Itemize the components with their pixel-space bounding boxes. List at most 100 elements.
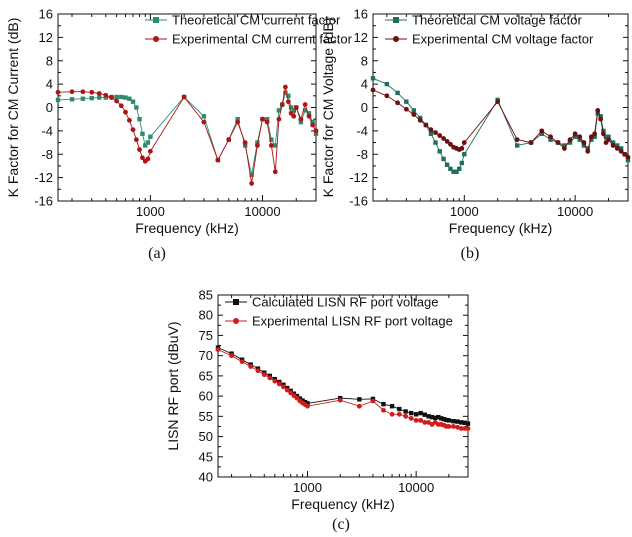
data-point-square (291, 108, 296, 113)
legend-label: Calculated LISN RF port voltage (252, 295, 438, 310)
data-point-square (395, 90, 400, 96)
y-tick-label: 85 (199, 288, 213, 303)
x-tick-label: 1000 (136, 204, 165, 219)
data-point-square (601, 128, 606, 134)
data-point-square (302, 108, 308, 113)
data-point-square (514, 143, 520, 148)
y-tick-label: 4 (361, 77, 368, 92)
y-tick-label: 75 (199, 328, 213, 343)
data-point-square (288, 105, 294, 110)
data-point-circle (285, 99, 291, 105)
data-point-circle (249, 181, 255, 186)
y-tick-label: 80 (199, 308, 213, 323)
data-point-square (264, 116, 270, 122)
data-point-square (618, 146, 624, 151)
data-point-circle (293, 105, 299, 110)
data-point-circle (548, 134, 553, 140)
data-point-square (444, 162, 450, 167)
data-point-circle (89, 89, 95, 95)
data-point-circle (370, 87, 376, 93)
y-tick-label: 12 (354, 30, 368, 45)
data-point-circle (577, 134, 583, 140)
data-point-circle (137, 147, 142, 152)
y-tick-label: 8 (46, 53, 53, 68)
data-point-circle (127, 117, 132, 123)
data-point-circle (433, 130, 438, 136)
data-point-square (433, 140, 438, 145)
data-point-square (462, 152, 467, 157)
data-point-circle (356, 403, 362, 409)
data-point-circle (254, 143, 260, 148)
data-point-circle (625, 154, 631, 160)
data-point-circle (118, 103, 124, 109)
data-point-square (433, 415, 438, 421)
data-point-circle (441, 136, 446, 141)
data-point-square (451, 169, 456, 174)
x-tick-label: 10000 (398, 480, 434, 495)
data-point-circle (80, 89, 86, 95)
y-tick-label: 70 (199, 348, 213, 363)
data-point-circle (109, 95, 114, 100)
data-point-square (441, 416, 447, 422)
data-point-square (408, 410, 414, 416)
x-tick-label: 10000 (244, 204, 280, 219)
data-point-circle (581, 140, 587, 145)
data-point-circle (514, 137, 520, 143)
figure-caption: (c) (332, 516, 350, 533)
y-tick-label: 8 (361, 53, 368, 68)
data-point-circle (426, 420, 431, 425)
data-point-circle (260, 116, 265, 122)
data-point-circle (140, 155, 145, 161)
data-point-square (606, 134, 611, 139)
data-point-square (384, 81, 390, 87)
data-point-circle (567, 137, 573, 143)
data-point-circle (592, 131, 598, 137)
data-point-circle (408, 415, 414, 421)
data-point-circle (395, 100, 400, 106)
data-point-circle (276, 381, 282, 387)
data-point-square (451, 418, 456, 424)
data-point-circle (114, 98, 120, 104)
data-point-circle (272, 378, 278, 384)
data-point-square (455, 419, 460, 424)
data-point-square (598, 114, 603, 119)
data-point-square (411, 108, 416, 113)
data-point-square (548, 137, 553, 142)
data-point-circle (618, 148, 624, 154)
data-point-circle (595, 108, 601, 113)
data-point-circle (305, 403, 310, 409)
data-point-square (581, 143, 587, 148)
data-point-circle (610, 143, 616, 148)
data-point-circle (288, 390, 294, 396)
data-point-square (437, 149, 442, 154)
y-tick-label: 65 (199, 368, 213, 383)
data-point-circle (384, 93, 390, 99)
data-point-circle (495, 99, 501, 105)
data-point-square (404, 99, 409, 104)
x-axis-label: Frequency (kHz) (449, 220, 552, 236)
data-point-square (283, 90, 288, 96)
data-point-circle (337, 397, 343, 403)
legend-marker-circle (233, 318, 239, 324)
data-point-circle (403, 413, 409, 419)
data-point-square (143, 143, 148, 148)
data-point-square (127, 96, 132, 101)
y-tick-label: 0 (361, 100, 368, 115)
data-point-circle (446, 424, 452, 429)
data-point-square (305, 401, 310, 406)
y-tick-label: 50 (199, 429, 213, 444)
data-point-square (255, 140, 260, 145)
data-point-circle (561, 146, 567, 151)
data-point-circle (272, 169, 278, 175)
data-point-square (249, 172, 254, 177)
data-point-square (148, 134, 153, 139)
data-point-circle (428, 127, 434, 133)
data-point-square (80, 96, 86, 101)
data-point-circle (528, 140, 534, 145)
legend-marker-square (393, 17, 399, 23)
y-tick-label: -4 (356, 123, 368, 138)
data-point-square (273, 143, 278, 148)
data-point-circle (381, 407, 386, 413)
data-point-circle (444, 138, 450, 144)
data-point-square (97, 95, 102, 100)
